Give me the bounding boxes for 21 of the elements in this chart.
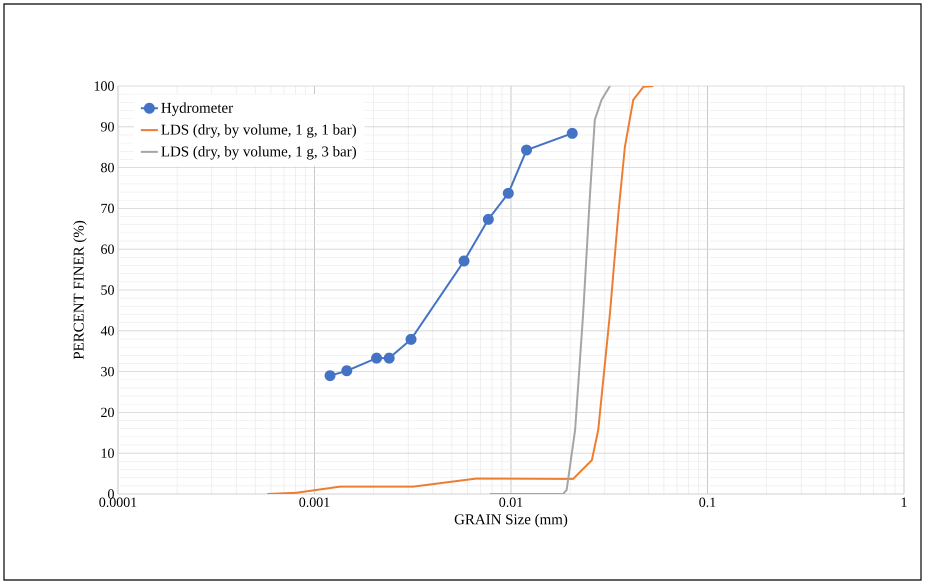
- y-tick-label: 50: [101, 285, 114, 295]
- y-tick-label: 30: [101, 366, 114, 376]
- x-tick-label: 0.01: [499, 498, 522, 507]
- y-tick-label: 10: [102, 448, 114, 458]
- y-tick-label: 80: [101, 162, 114, 172]
- y-tick-label: 20: [101, 408, 114, 418]
- legend-label: LDS (dry, by volume, 1 g, 1 bar): [161, 124, 356, 138]
- legend-label: LDS (dry, by volume, 1 g, 3 bar): [161, 146, 356, 160]
- y-tick-label: 0: [108, 489, 114, 499]
- y-axis-title: PERCENT FINER (%): [73, 220, 87, 360]
- x-tick-label: 0.0001: [99, 498, 136, 507]
- y-tick-label: 60: [101, 244, 114, 254]
- y-tick-label: 90: [100, 122, 114, 132]
- x-tick-label: 0.1: [699, 498, 716, 507]
- legend-label: Hydrometer: [161, 102, 233, 116]
- y-tick-label: 70: [101, 204, 114, 214]
- y-tick-label: 40: [100, 326, 114, 336]
- y-tick-label: 100: [94, 81, 114, 91]
- x-tick-label: 1: [902, 498, 907, 507]
- x-axis-title: GRAIN Size (mm): [454, 514, 568, 528]
- x-tick-label: 0.001: [299, 498, 330, 507]
